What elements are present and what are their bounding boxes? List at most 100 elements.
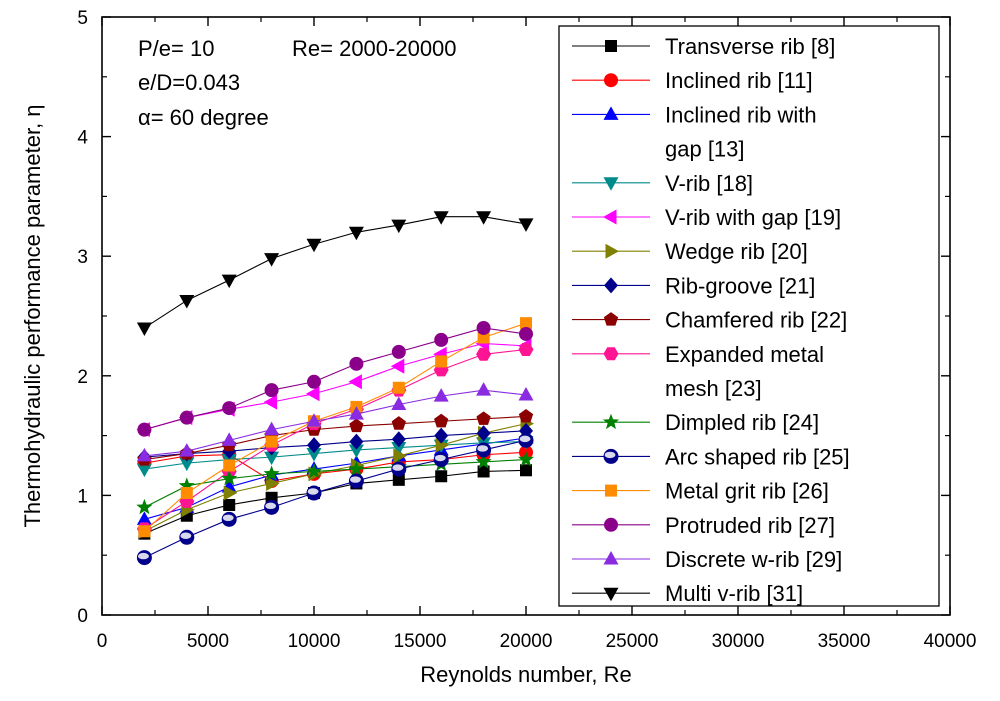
x-tick-label: 20000 [500,631,553,652]
legend-entry-multi-v-rib-31: Multi v-rib [31] [572,581,803,606]
x-tick-label: 35000 [818,631,871,652]
legend-entry-inclined-rib-11: Inclined rib [11] [572,68,813,93]
legend-marker [604,277,618,294]
annotation-ed: e/D=0.043 [138,70,240,95]
series-line [144,322,527,532]
legend-entry-v-rib-with-gap-19: V-rib with gap [19] [572,205,841,230]
data-point [477,465,490,478]
legend-marker [604,73,618,88]
legend-marker [603,448,619,464]
legend-box [558,25,940,607]
y-tick-label: 2 [77,367,88,388]
legend-entry-protruded-rib-27: Protruded rib [27] [572,513,835,538]
data-point [391,442,407,456]
y-tick-label: 4 [77,128,88,149]
data-point [221,511,237,527]
legend-marker [603,347,619,361]
x-tick-label: 30000 [712,631,765,652]
data-point [391,431,406,448]
axis-ticks [101,16,951,616]
data-point [178,477,195,493]
legend-entry-inclined-rib-with-gap-13: Inclined rib with gap [13] [572,102,817,162]
data-point [391,219,407,234]
data-point [518,342,534,356]
y-tick-label: 0 [77,606,88,627]
series-line [144,348,527,530]
series-v-rib-with-gap-19 [136,336,532,438]
data-point [390,358,405,374]
annotation-pe: P/e= 10 [138,36,214,61]
data-point [180,487,193,500]
legend-marker [603,106,619,120]
legend-label: V-rib with gap [19] [665,205,841,230]
legend-marker [603,551,619,565]
data-point [136,463,152,478]
series-protruded-rib-27 [137,320,533,437]
data-point [179,294,195,309]
legend-label: Arc shaped rib [25] [665,444,850,469]
series-line [144,451,527,482]
data-point [306,413,322,427]
legend-entry-dimpled-rib-24: Dimpled rib [24] [572,410,819,435]
data-point [348,460,365,476]
data-point [179,443,195,457]
legend-marker [605,243,619,259]
data-point [264,253,280,267]
data-point [434,427,449,444]
data-point [391,416,406,430]
data-point [306,485,322,501]
series-line [144,439,527,559]
legend-label: Inclined rib [11] [665,68,813,93]
legend-label: Chamfered rib [22] [665,308,847,333]
data-point [264,383,279,398]
legend-marker [605,484,617,497]
legend-marker [603,209,617,225]
legend-label: Discrete w-rib [29] [665,547,842,572]
annotation-alpha: α= 60 degree [138,105,269,130]
data-point [179,410,194,425]
data-point [518,386,534,401]
data-point [348,473,364,489]
series-wedge-rib-20 [138,416,534,539]
series-inclined-rib-with-gap-13 [136,429,534,525]
data-point [263,465,280,481]
data-point [264,451,280,466]
data-point [136,322,152,336]
data-point [475,453,492,469]
y-tick-labels: 0 1 2 3 4 5 [77,8,88,627]
legend-marker [604,517,618,532]
data-point [307,374,321,389]
series-line [144,441,527,470]
series-discrete-w-rib-29 [136,382,534,462]
data-point [393,448,407,464]
y-tick-label: 3 [77,247,88,268]
annotation-group: P/e= 10 Re= 2000-20000 e/D=0.043 α= 60 d… [138,36,457,130]
data-point [518,432,534,448]
x-tick-labels: 0 5000 10000 15000 20000 25000 30000 35000 40000 [97,631,977,652]
data-point [391,461,407,477]
data-point [518,408,534,423]
legend: Transverse rib [8] Inclined rib [11] Incli… [558,25,940,607]
data-point [223,459,236,472]
data-point [305,462,323,479]
legend-entry-metal-grit-rib-26: Metal grit rib [26] [572,479,829,504]
data-point [221,274,237,289]
legend-entry-wedge-rib-20: Wedge rib [20] [572,239,808,264]
series-rib-groove-21 [137,422,533,466]
data-point [476,320,491,335]
data-point [435,355,448,368]
x-tick-label: 25000 [606,631,659,652]
data-point [349,418,364,433]
data-point [179,529,195,545]
legend-label: Expanded metal [665,342,824,367]
data-point [348,406,364,420]
legend-marker [605,40,617,52]
data-point [264,421,280,436]
data-point [476,211,492,225]
data-point [223,485,238,501]
series-group [136,211,535,566]
data-point [222,401,237,416]
x-tick-label: 15000 [394,631,447,652]
data-point [519,326,533,341]
